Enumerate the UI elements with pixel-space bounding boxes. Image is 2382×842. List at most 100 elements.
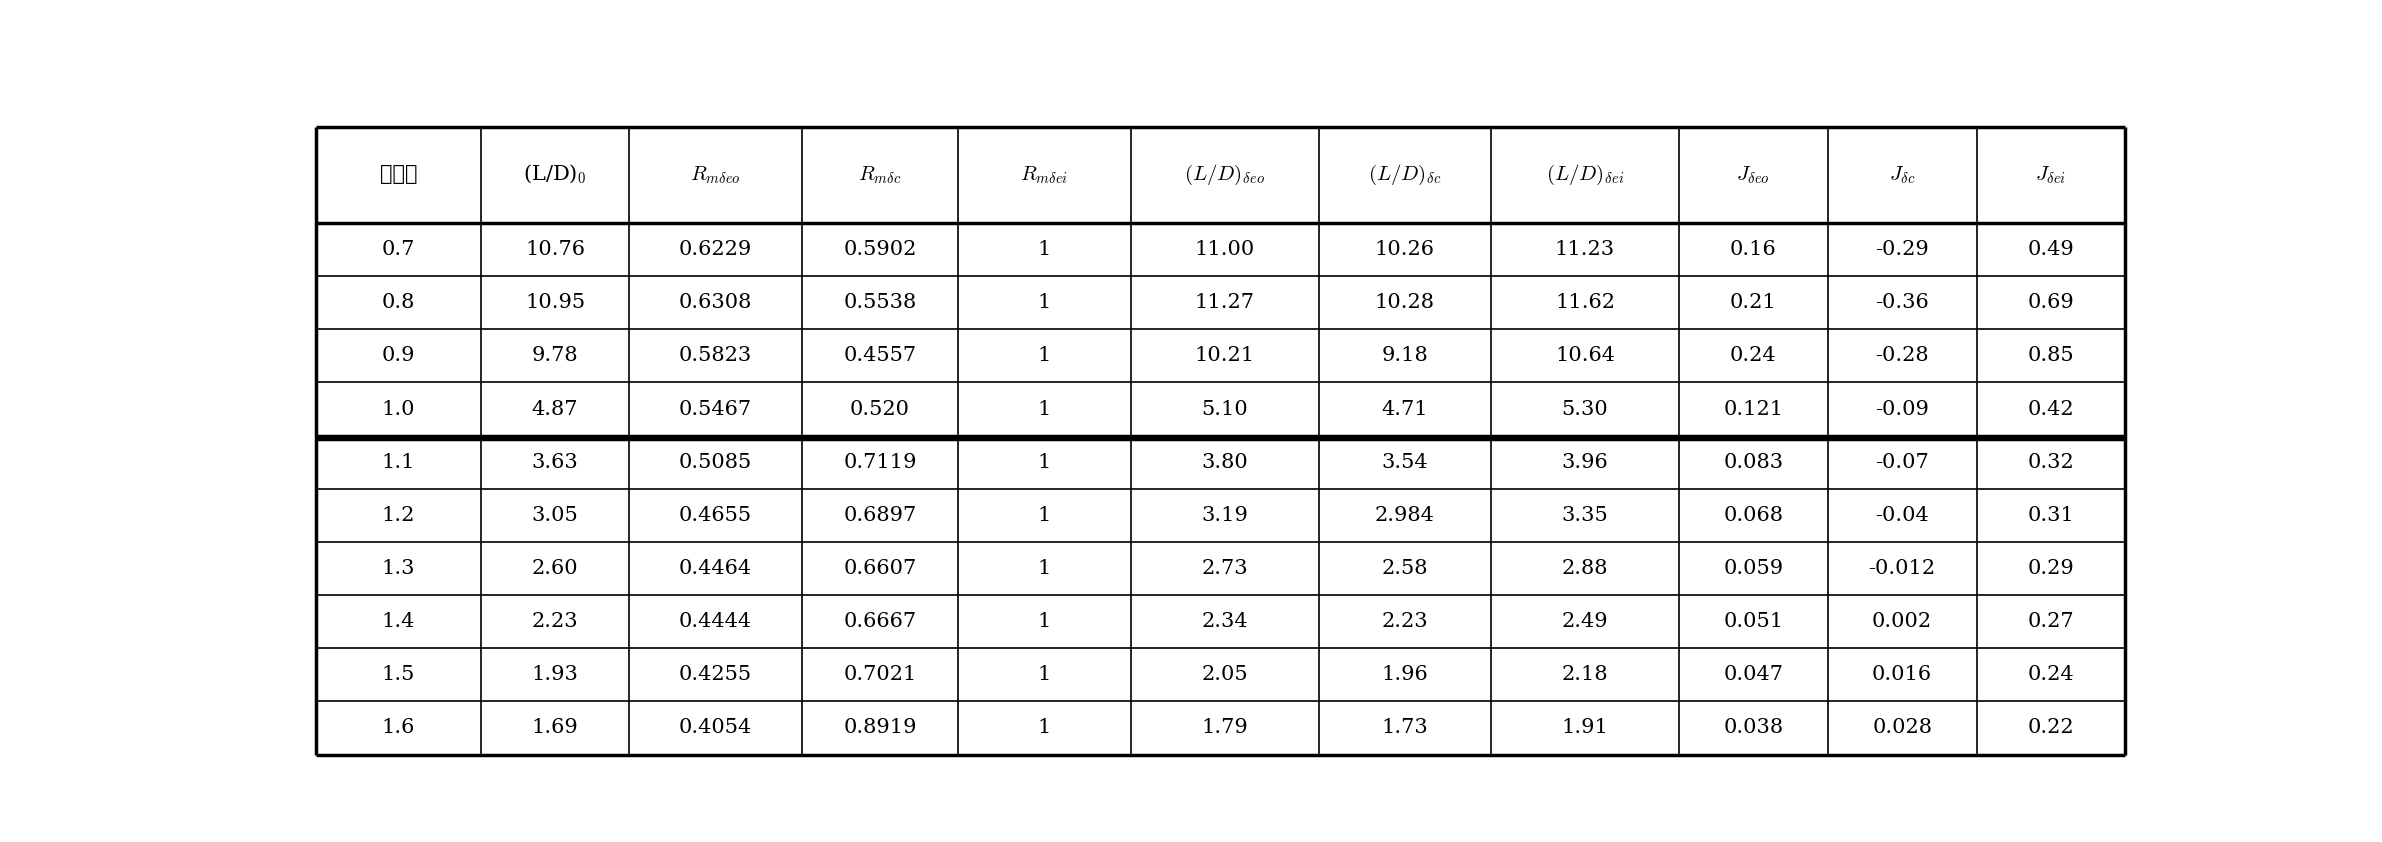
- Text: 0.4054: 0.4054: [679, 718, 753, 738]
- Text: 0.051: 0.051: [1722, 612, 1784, 632]
- Text: $J_{\delta eo}$: $J_{\delta eo}$: [1736, 164, 1770, 186]
- Text: 0.8919: 0.8919: [843, 718, 917, 738]
- Text: 0.5823: 0.5823: [679, 346, 753, 365]
- Text: 3.63: 3.63: [531, 453, 579, 472]
- Text: 2.23: 2.23: [531, 612, 579, 632]
- Text: 2.18: 2.18: [1563, 665, 1608, 685]
- Text: (L/D)$_0$: (L/D)$_0$: [524, 163, 586, 186]
- Text: 10.26: 10.26: [1374, 240, 1434, 259]
- Text: 2.60: 2.60: [531, 559, 579, 578]
- Text: 1.4: 1.4: [381, 612, 414, 632]
- Text: 0.6308: 0.6308: [679, 293, 753, 312]
- Text: 0.5085: 0.5085: [679, 453, 753, 472]
- Text: 1: 1: [1039, 559, 1050, 578]
- Text: 0.4557: 0.4557: [843, 346, 917, 365]
- Text: 1: 1: [1039, 346, 1050, 365]
- Text: 0.42: 0.42: [2027, 399, 2075, 418]
- Text: 0.6667: 0.6667: [843, 612, 917, 632]
- Text: 2.984: 2.984: [1374, 506, 1434, 525]
- Text: 0.4655: 0.4655: [679, 506, 753, 525]
- Text: 0.016: 0.016: [1872, 665, 1932, 685]
- Text: 0.121: 0.121: [1722, 399, 1784, 418]
- Text: $R_{m\delta eo}$: $R_{m\delta eo}$: [691, 164, 741, 186]
- Text: 3.35: 3.35: [1563, 506, 1608, 525]
- Text: -0.09: -0.09: [1875, 399, 1929, 418]
- Text: -0.07: -0.07: [1875, 453, 1929, 472]
- Text: 1: 1: [1039, 240, 1050, 259]
- Text: 0.068: 0.068: [1722, 506, 1784, 525]
- Text: 0.6607: 0.6607: [843, 559, 917, 578]
- Text: 0.21: 0.21: [1729, 293, 1777, 312]
- Text: -0.012: -0.012: [1867, 559, 1937, 578]
- Text: 0.028: 0.028: [1872, 718, 1932, 738]
- Text: 11.27: 11.27: [1196, 293, 1255, 312]
- Text: $R_{m\delta ei}$: $R_{m\delta ei}$: [1019, 164, 1070, 186]
- Text: 3.05: 3.05: [531, 506, 579, 525]
- Text: 0.8: 0.8: [381, 293, 414, 312]
- Text: 1.6: 1.6: [381, 718, 414, 738]
- Text: 0.047: 0.047: [1722, 665, 1784, 685]
- Text: 9.78: 9.78: [531, 346, 579, 365]
- Text: 0.5538: 0.5538: [843, 293, 917, 312]
- Text: 10.76: 10.76: [524, 240, 586, 259]
- Text: 0.16: 0.16: [1729, 240, 1777, 259]
- Text: 3.96: 3.96: [1563, 453, 1608, 472]
- Text: 0.038: 0.038: [1722, 718, 1784, 738]
- Text: 0.27: 0.27: [2027, 612, 2075, 632]
- Text: 1: 1: [1039, 718, 1050, 738]
- Text: 5.10: 5.10: [1201, 399, 1248, 418]
- Text: 0.5902: 0.5902: [843, 240, 917, 259]
- Text: $R_{m\delta c}$: $R_{m\delta c}$: [858, 164, 903, 186]
- Text: 0.29: 0.29: [2027, 559, 2075, 578]
- Text: 1.1: 1.1: [381, 453, 414, 472]
- Text: 2.49: 2.49: [1563, 612, 1608, 632]
- Text: 0.24: 0.24: [2027, 665, 2075, 685]
- Text: 1.2: 1.2: [381, 506, 414, 525]
- Text: 0.85: 0.85: [2027, 346, 2075, 365]
- Text: 0.22: 0.22: [2027, 718, 2075, 738]
- Text: 1: 1: [1039, 506, 1050, 525]
- Text: 0.6229: 0.6229: [679, 240, 753, 259]
- Text: 1.69: 1.69: [531, 718, 579, 738]
- Text: 4.87: 4.87: [531, 399, 579, 418]
- Text: 0.520: 0.520: [850, 399, 910, 418]
- Text: 0.5467: 0.5467: [679, 399, 753, 418]
- Text: 0.49: 0.49: [2027, 240, 2075, 259]
- Text: 5.30: 5.30: [1563, 399, 1608, 418]
- Text: 0.7021: 0.7021: [843, 665, 917, 685]
- Text: 0.31: 0.31: [2027, 506, 2075, 525]
- Text: 0.32: 0.32: [2027, 453, 2075, 472]
- Text: 11.62: 11.62: [1555, 293, 1615, 312]
- Text: -0.36: -0.36: [1875, 293, 1929, 312]
- Text: 2.73: 2.73: [1201, 559, 1248, 578]
- Text: $(L/D)_{\delta ei}$: $(L/D)_{\delta ei}$: [1546, 163, 1625, 187]
- Text: 3.54: 3.54: [1382, 453, 1429, 472]
- Text: 4.71: 4.71: [1382, 399, 1429, 418]
- Text: 2.23: 2.23: [1382, 612, 1429, 632]
- Text: 马赫数: 马赫数: [379, 165, 417, 184]
- Text: 0.059: 0.059: [1722, 559, 1784, 578]
- Text: 1.5: 1.5: [381, 665, 414, 685]
- Text: 0.9: 0.9: [381, 346, 414, 365]
- Text: 0.4444: 0.4444: [679, 612, 753, 632]
- Text: 0.7: 0.7: [381, 240, 414, 259]
- Text: 2.58: 2.58: [1382, 559, 1429, 578]
- Text: 10.64: 10.64: [1555, 346, 1615, 365]
- Text: 0.002: 0.002: [1872, 612, 1932, 632]
- Text: 9.18: 9.18: [1382, 346, 1429, 365]
- Text: 10.21: 10.21: [1196, 346, 1255, 365]
- Text: 1: 1: [1039, 612, 1050, 632]
- Text: 1.91: 1.91: [1563, 718, 1608, 738]
- Text: $(L/D)_{\delta eo}$: $(L/D)_{\delta eo}$: [1184, 163, 1265, 187]
- Text: 2.88: 2.88: [1563, 559, 1608, 578]
- Text: 0.24: 0.24: [1729, 346, 1777, 365]
- Text: 1: 1: [1039, 453, 1050, 472]
- Text: 0.7119: 0.7119: [843, 453, 917, 472]
- Text: 1: 1: [1039, 293, 1050, 312]
- Text: 1.3: 1.3: [381, 559, 414, 578]
- Text: 1.93: 1.93: [531, 665, 579, 685]
- Text: -0.29: -0.29: [1875, 240, 1929, 259]
- Text: $J_{\delta c}$: $J_{\delta c}$: [1889, 164, 1915, 186]
- Text: 0.4464: 0.4464: [679, 559, 753, 578]
- Text: 2.34: 2.34: [1201, 612, 1248, 632]
